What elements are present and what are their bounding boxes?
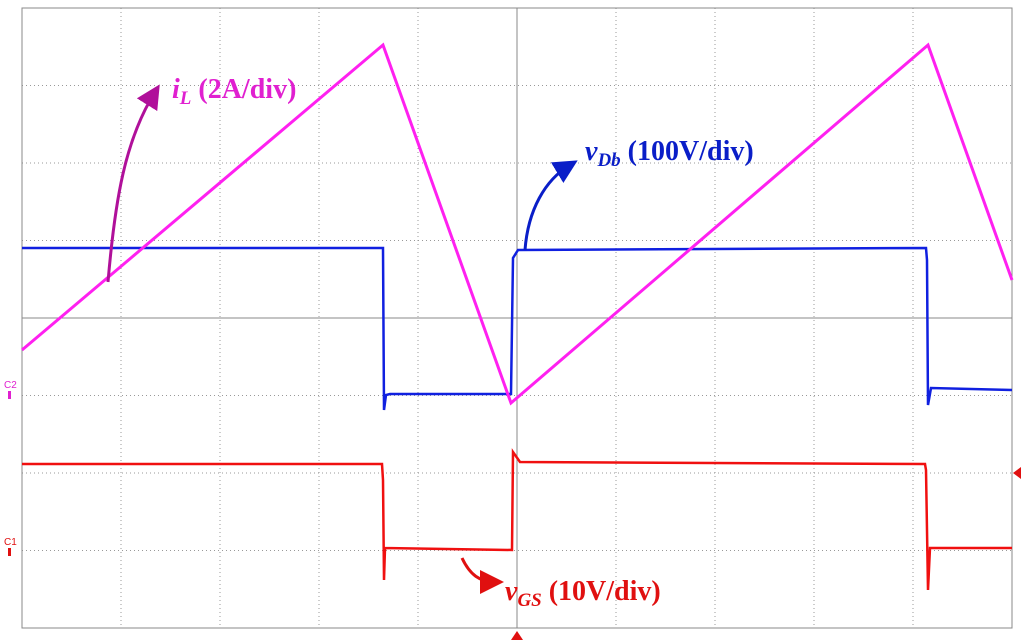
il-arrow (106, 84, 160, 283)
vdb-label: vDb (100V/div) (585, 136, 754, 171)
trigger-level-marker (1013, 467, 1021, 479)
subscript: Db (596, 150, 620, 171)
channel-tick (8, 548, 11, 556)
symbol: v (505, 576, 518, 607)
vgs-label: vGS (10V/div) (505, 576, 661, 611)
vgs-arrow (460, 557, 504, 594)
subscript: L (179, 88, 192, 109)
scale: (100V/div) (621, 136, 754, 167)
scale: (10V/div) (542, 576, 661, 607)
channel-tick (8, 391, 11, 399)
channel-marker: C2 (4, 380, 17, 391)
scale: (2A/div) (191, 74, 296, 105)
vdb-arrow (523, 160, 578, 251)
trigger-position-marker (511, 631, 523, 640)
channel-marker: C1 (4, 537, 17, 548)
symbol: v (585, 136, 598, 167)
il-trace (21, 42, 1014, 406)
symbol: i (172, 74, 180, 105)
vdb-trace (22, 246, 1013, 411)
subscript: GS (517, 590, 541, 611)
vgs-trace (22, 448, 1012, 591)
il-label: iL (2A/div) (172, 74, 296, 109)
